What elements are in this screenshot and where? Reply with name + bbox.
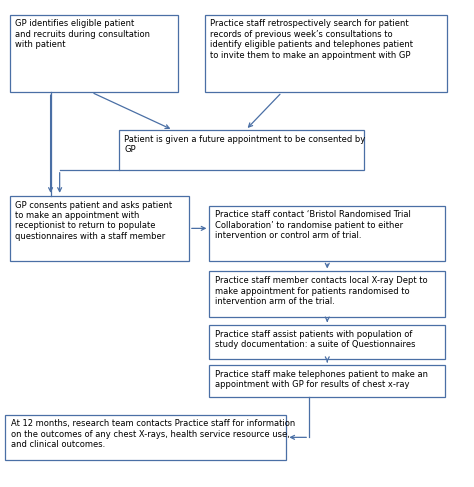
Text: Practice staff retrospectively search for patient
records of previous week’s con: Practice staff retrospectively search fo…	[210, 19, 413, 59]
Bar	[118, 130, 364, 170]
Bar	[5, 414, 286, 460]
Text: Practice staff assist patients with population of
study documentation: a suite o: Practice staff assist patients with popu…	[215, 330, 415, 349]
Text: Patient is given a future appointment to be consented by
GP: Patient is given a future appointment to…	[124, 135, 365, 154]
Text: At 12 months, research team contacts Practice staff for information
on the outco: At 12 months, research team contacts Pra…	[11, 419, 295, 449]
Bar	[210, 271, 445, 317]
Text: GP consents patient and asks patient
to make an appointment with
receptionist to: GP consents patient and asks patient to …	[15, 201, 173, 241]
Text: Practice staff make telephones patient to make an
appointment with GP for result: Practice staff make telephones patient t…	[215, 370, 428, 389]
Text: Practice staff contact ‘Bristol Randomised Trial
Collaboration’ to randomise pat: Practice staff contact ‘Bristol Randomis…	[215, 210, 410, 240]
Text: GP identifies eligible patient
and recruits during consultation
with patient: GP identifies eligible patient and recru…	[15, 19, 150, 49]
Bar	[10, 15, 178, 92]
Bar	[210, 206, 445, 262]
Bar	[210, 365, 445, 397]
Bar	[205, 15, 447, 92]
Bar	[210, 325, 445, 359]
Text: Practice staff member contacts local X-ray Dept to
make appointment for patients: Practice staff member contacts local X-r…	[215, 276, 428, 306]
Bar	[10, 196, 189, 262]
